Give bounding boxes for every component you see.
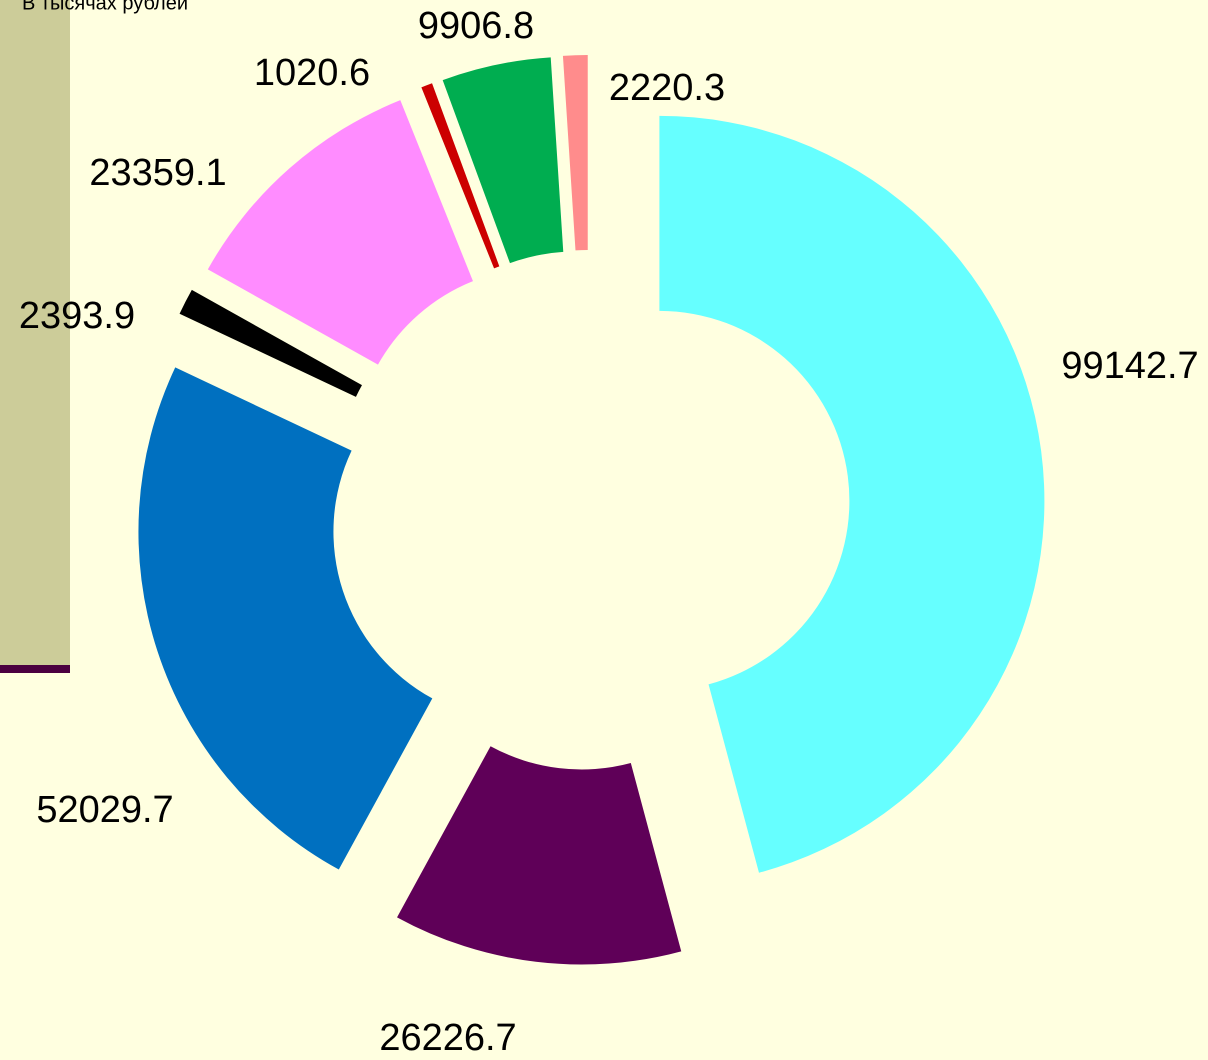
donut-segment	[207, 100, 473, 365]
data-label: 52029.7	[36, 789, 173, 831]
data-label: 2393.9	[19, 295, 135, 337]
data-label: 23359.1	[89, 152, 226, 194]
data-label: 9906.8	[418, 5, 534, 47]
data-label: 2220.3	[609, 67, 725, 109]
donut-segment	[562, 55, 588, 251]
donut-segment	[442, 57, 564, 264]
donut-segment	[179, 289, 362, 397]
side-panel	[0, 0, 70, 665]
donut-segment	[397, 746, 682, 965]
chart-title: В тысячах рублей	[22, 0, 188, 14]
donut-segment	[421, 83, 500, 269]
side-panel-rule	[0, 665, 70, 673]
data-label: 99142.7	[1061, 345, 1198, 387]
donut-segment	[138, 367, 433, 870]
data-label: 1020.6	[254, 52, 370, 94]
data-label: 26226.7	[379, 1017, 516, 1059]
donut-segment	[659, 115, 1045, 873]
